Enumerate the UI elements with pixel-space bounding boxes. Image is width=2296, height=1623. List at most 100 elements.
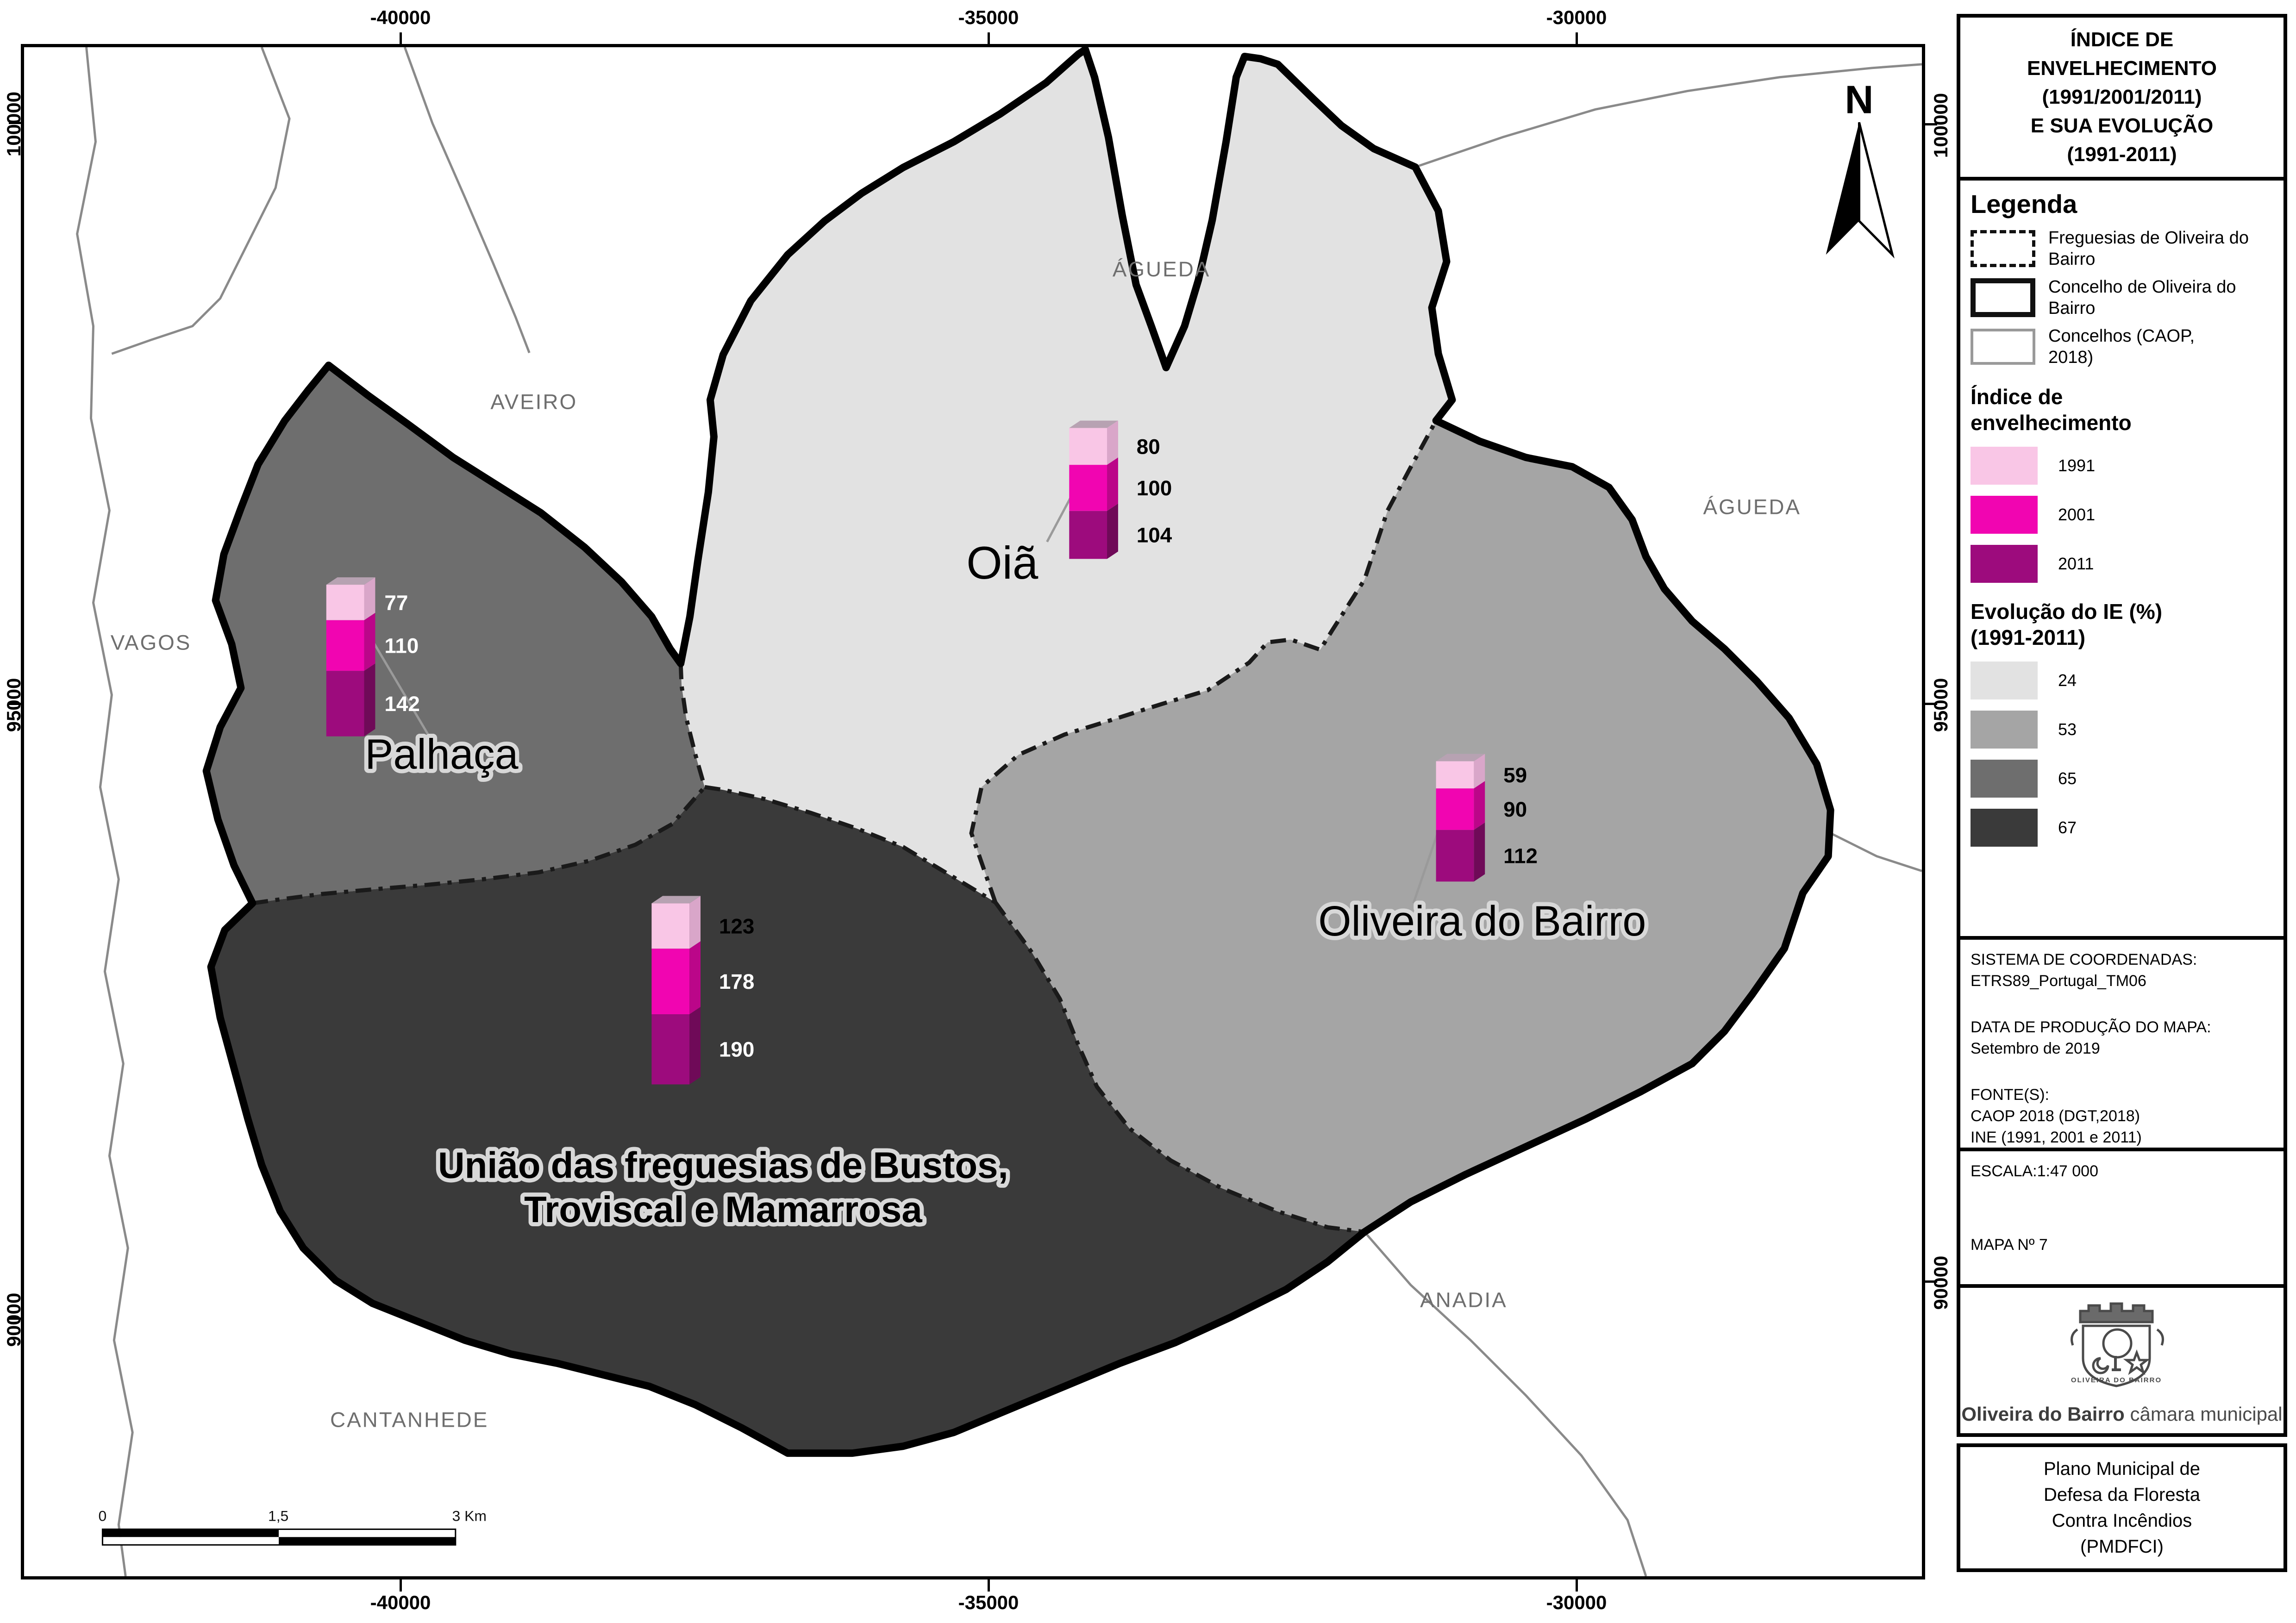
neighbor-label-vagos: VAGOS [111,631,192,655]
bar-value-label: 90 [1503,798,1527,821]
evolution-class-row: 67 [1971,809,2273,847]
evolution-swatch-53 [1971,711,2038,749]
scale-bar: 0 1,5 3 Km [99,1508,487,1546]
bar-side-face [364,612,375,671]
ie-year-row: 2001 [1971,496,2273,534]
evolution-class-label: 24 [2058,671,2077,690]
north-arrow-left-half [1826,122,1859,255]
legend-heading: Legenda [1971,189,2077,218]
bar-value-label: 178 [719,970,754,993]
scale-section: ESCALA:1:47 000 MAPA Nº 7 [1960,1151,2283,1280]
map-canvas: ÁGUEDAAVEIROVAGOSÁGUEDAANADIACANTANHEDE … [76,47,1922,1576]
y-axis-label-right: 100000 [1930,93,1952,158]
evolution-class-label: 65 [2058,769,2077,788]
y-axis-label-right: 90000 [1930,1255,1952,1310]
bar-side-face [364,663,375,737]
evolution-class-swatches: 24 53 65 67 [1971,662,2273,847]
y-axis-tick-right [1925,1280,1937,1283]
scalebar-frame [101,1528,457,1546]
bar-segment-2001 [326,620,364,671]
boundary-oia-odb [969,419,1438,903]
caop-line-northwest-a [111,47,291,355]
sources-label: FONTE(S): [1971,1086,2049,1104]
title-box: ÍNDICE DE ENVELHECIMENTO (1991/2001/2011… [1957,14,2287,181]
evolution-swatch-67 [1971,809,2038,847]
neighbor-label-cantanhede: CANTANHEDE [330,1408,488,1431]
ie-year-label: 1991 [2058,456,2096,475]
y-axis-label-left: 100000 [3,91,25,157]
bar-top-face [651,896,701,904]
ie-heading: Índice de envelhecimento [1971,385,2132,435]
caop-line-west [76,47,134,1576]
bar-side-face [1474,781,1485,830]
bar-side-face [1107,457,1118,511]
caop-line-southeast [1364,1231,1647,1576]
bar-segment-1991 [326,585,364,620]
bar-value-label: 100 [1137,476,1172,500]
neighbor-label-águeda: ÁGUEDA [1703,495,1801,519]
y-axis-tick-right [1925,123,1937,125]
scalebar-seg-4 [279,1537,456,1545]
y-axis-tick-left [9,122,21,124]
legend-item-label: Concelhos (CAOP, 2018) [2048,326,2195,367]
bar-value-label: 190 [719,1038,754,1061]
freguesia-boundaries [252,419,1438,1234]
caop-line-northeast [1414,63,1922,169]
bar-side-face [364,577,375,620]
bar-value-label: 80 [1137,435,1160,458]
dashdot-outline-swatch [1971,230,2035,267]
y-axis-label-right: 95000 [1930,678,1952,732]
scale-label: ESCALA: [1971,1162,2037,1180]
ie-year-label: 2001 [2058,505,2096,524]
legend-item-concelhos-caop: Concelhos (CAOP, 2018) [1971,325,2273,368]
north-arrow-n-label: N [1845,77,1874,122]
boundary-odb-uniao [994,901,1365,1234]
bar-top-face [1069,420,1118,428]
evolution-class-row: 53 [1971,711,2273,749]
bar-segment-1991 [651,903,690,949]
legend-item-label: Concelho de Oliveira do Bairro [2048,277,2236,318]
x-axis-tick-top [400,32,402,44]
x-axis-label-top: -40000 [370,6,431,28]
map-title-line: ENVELHECIMENTO [2027,57,2217,80]
region-oliveira-do-bairro [971,420,1831,1232]
evolution-class-label: 67 [2058,818,2077,837]
bar-segment-2001 [651,949,690,1015]
scalebar-label-mid: 1,5 [268,1508,288,1524]
freguesia-label: Oiã [966,537,1039,589]
scale-line: ESCALA:1:47 000 [1971,1162,2273,1180]
municipality-name-regular: câmara municipal [2130,1403,2283,1425]
legend-item-freguesias: Freguesias de Oliveira do Bairro [1971,227,2273,270]
legend-item-label: Freguesias de Oliveira do Bairro [2048,228,2249,269]
production-date-label: DATA DE PRODUÇÃO DO MAPA: [1971,1018,2211,1036]
bar-segment-2001 [1069,465,1107,511]
bar-segment-2011 [1436,830,1474,882]
bar-segment-1991 [1069,428,1107,465]
bar-side-face [689,1007,701,1085]
x-axis-tick-bottom [400,1579,402,1592]
boundary-palhaca-uniao [252,786,707,905]
gray-outline-swatch [1971,329,2035,365]
scalebar-seg-3 [102,1537,279,1545]
caop-line-northwest-b [403,47,531,354]
map-number: MAPA Nº 7 [1971,1236,2048,1254]
bar-value-label: 110 [384,634,419,657]
region-uniao-bustos-troviscal-mamarrosa [211,787,1365,1454]
scale-value: 1:47 000 [2037,1162,2098,1180]
municipality-name-bold: Oliveira do Bairro [1961,1403,2125,1425]
x-axis-label-bottom: -35000 [958,1592,1019,1613]
scalebar-seg-1 [102,1529,279,1537]
bar-side-face [689,941,701,1015]
source-line: CAOP 2018 (DGT,2018) [1971,1107,2140,1125]
ie-year-row: 1991 [1971,447,2273,485]
neighbor-label-anadia: ANADIA [1420,1288,1508,1311]
bar-value-label: 112 [1503,844,1538,868]
y-axis-tick-right [1925,703,1937,705]
map-viewport: ÁGUEDA AVEIRO VAGOS ÁGUEDA ANADIA CANTANHEDE … [21,44,1925,1579]
north-arrow-right-half [1858,122,1895,259]
legend-section: Legenda Freguesias de Oliveira do Bairro… [1960,181,2283,940]
freguesia-regions [206,49,1831,1454]
bar-segment-2011 [1069,511,1107,559]
municipal-crest-icon: OLIVEIRA DO BAIRRO [2071,1302,2164,1387]
